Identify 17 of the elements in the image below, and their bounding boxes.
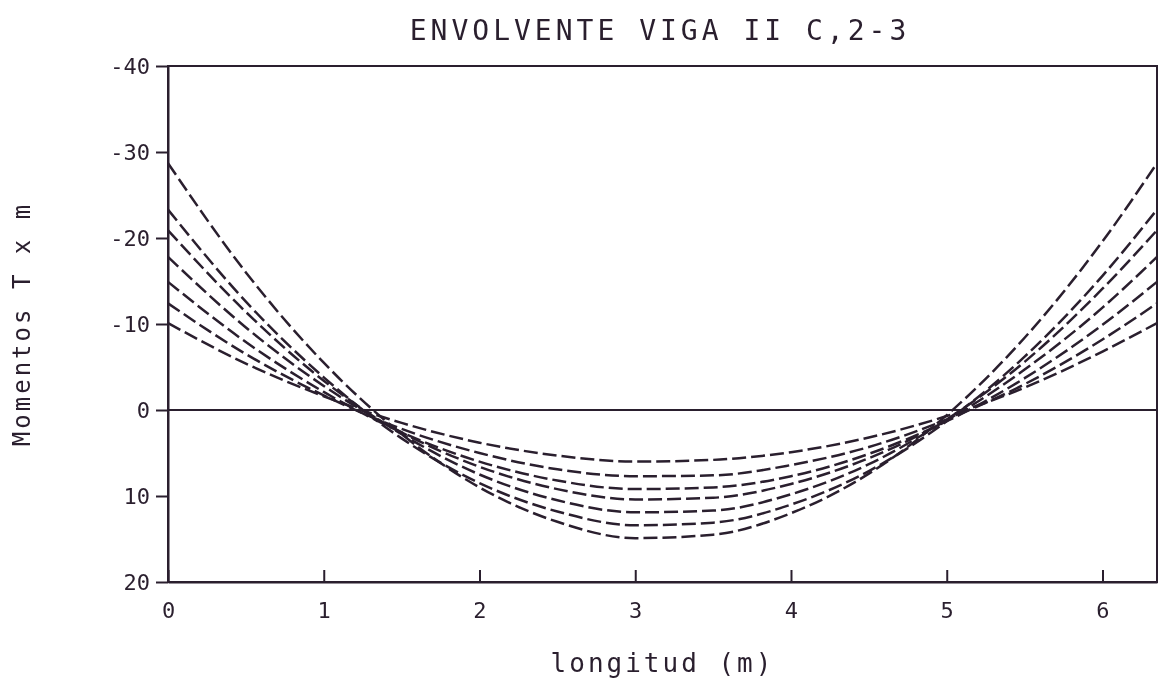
x-tick-label: 2 — [473, 597, 487, 623]
chart-title: ENVOLVENTE VIGA II C,2-3 — [409, 14, 911, 47]
y-tick-label: -20 — [110, 225, 150, 251]
x-axis-title: longitud (m) — [550, 648, 775, 678]
y-tick-label: -30 — [110, 139, 150, 165]
x-tick-label: 3 — [629, 597, 643, 623]
y-tick-label: 20 — [123, 569, 150, 595]
y-tick-label: -10 — [110, 311, 150, 337]
x-tick-label: 4 — [784, 597, 799, 623]
y-tick-label: 10 — [123, 483, 150, 509]
y-axis-title: Momentos T x m — [8, 201, 36, 447]
x-tick-label: 6 — [1096, 597, 1110, 623]
y-tick-label: -40 — [110, 53, 150, 79]
x-tick-label: 5 — [940, 597, 954, 623]
x-tick-label: 1 — [317, 597, 331, 623]
x-tick-label: 0 — [161, 597, 176, 623]
y-tick-label: 0 — [136, 397, 150, 423]
